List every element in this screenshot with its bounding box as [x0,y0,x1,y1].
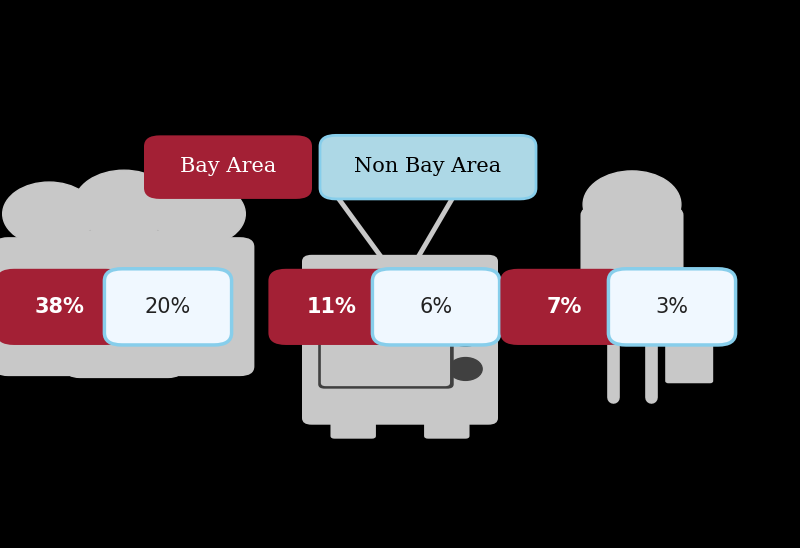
Text: 6%: 6% [419,297,453,317]
Text: Non Bay Area: Non Bay Area [354,157,502,176]
Circle shape [74,170,174,238]
FancyBboxPatch shape [143,237,254,376]
FancyBboxPatch shape [104,269,232,345]
Circle shape [449,357,482,380]
Circle shape [153,182,246,246]
Circle shape [2,182,95,246]
FancyBboxPatch shape [666,333,714,383]
FancyBboxPatch shape [318,277,454,389]
Text: 7%: 7% [546,297,582,317]
FancyBboxPatch shape [0,269,123,345]
FancyBboxPatch shape [0,237,105,376]
Circle shape [449,323,482,346]
FancyBboxPatch shape [330,413,376,438]
Text: 38%: 38% [35,297,85,317]
FancyBboxPatch shape [302,255,498,425]
Text: 11%: 11% [307,297,357,317]
FancyBboxPatch shape [144,135,312,199]
FancyBboxPatch shape [321,278,450,386]
FancyBboxPatch shape [424,413,470,438]
FancyBboxPatch shape [501,269,628,345]
FancyBboxPatch shape [268,269,395,345]
FancyBboxPatch shape [608,269,736,345]
Circle shape [449,289,482,312]
Text: Bay Area: Bay Area [180,157,276,176]
FancyBboxPatch shape [320,135,536,199]
FancyBboxPatch shape [66,230,182,378]
Circle shape [583,171,681,238]
FancyBboxPatch shape [581,207,683,319]
Text: 20%: 20% [145,297,191,317]
Text: 3%: 3% [655,297,689,317]
FancyBboxPatch shape [373,269,499,345]
